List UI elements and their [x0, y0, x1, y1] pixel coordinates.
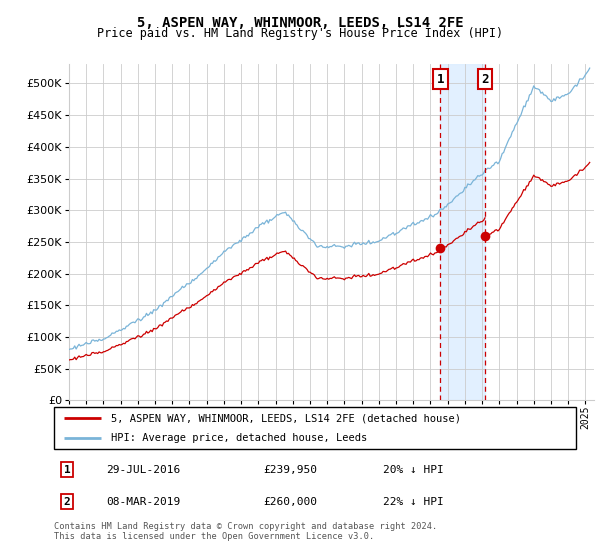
- FancyBboxPatch shape: [54, 407, 576, 449]
- Text: Price paid vs. HM Land Registry's House Price Index (HPI): Price paid vs. HM Land Registry's House …: [97, 27, 503, 40]
- Text: Contains HM Land Registry data © Crown copyright and database right 2024.: Contains HM Land Registry data © Crown c…: [54, 522, 437, 531]
- Text: 5, ASPEN WAY, WHINMOOR, LEEDS, LS14 2FE (detached house): 5, ASPEN WAY, WHINMOOR, LEEDS, LS14 2FE …: [112, 413, 461, 423]
- Text: 1: 1: [437, 73, 444, 86]
- Text: 08-MAR-2019: 08-MAR-2019: [106, 497, 181, 507]
- Text: 2: 2: [64, 497, 70, 507]
- Text: 22% ↓ HPI: 22% ↓ HPI: [383, 497, 443, 507]
- Text: 29-JUL-2016: 29-JUL-2016: [106, 465, 181, 475]
- Text: 20% ↓ HPI: 20% ↓ HPI: [383, 465, 443, 475]
- Text: 1: 1: [64, 465, 70, 475]
- Text: 5, ASPEN WAY, WHINMOOR, LEEDS, LS14 2FE: 5, ASPEN WAY, WHINMOOR, LEEDS, LS14 2FE: [137, 16, 463, 30]
- Bar: [440, 64, 485, 400]
- Text: This data is licensed under the Open Government Licence v3.0.: This data is licensed under the Open Gov…: [54, 532, 374, 541]
- Text: HPI: Average price, detached house, Leeds: HPI: Average price, detached house, Leed…: [112, 433, 368, 443]
- Text: 2: 2: [481, 73, 489, 86]
- Text: £239,950: £239,950: [263, 465, 317, 475]
- Text: £260,000: £260,000: [263, 497, 317, 507]
